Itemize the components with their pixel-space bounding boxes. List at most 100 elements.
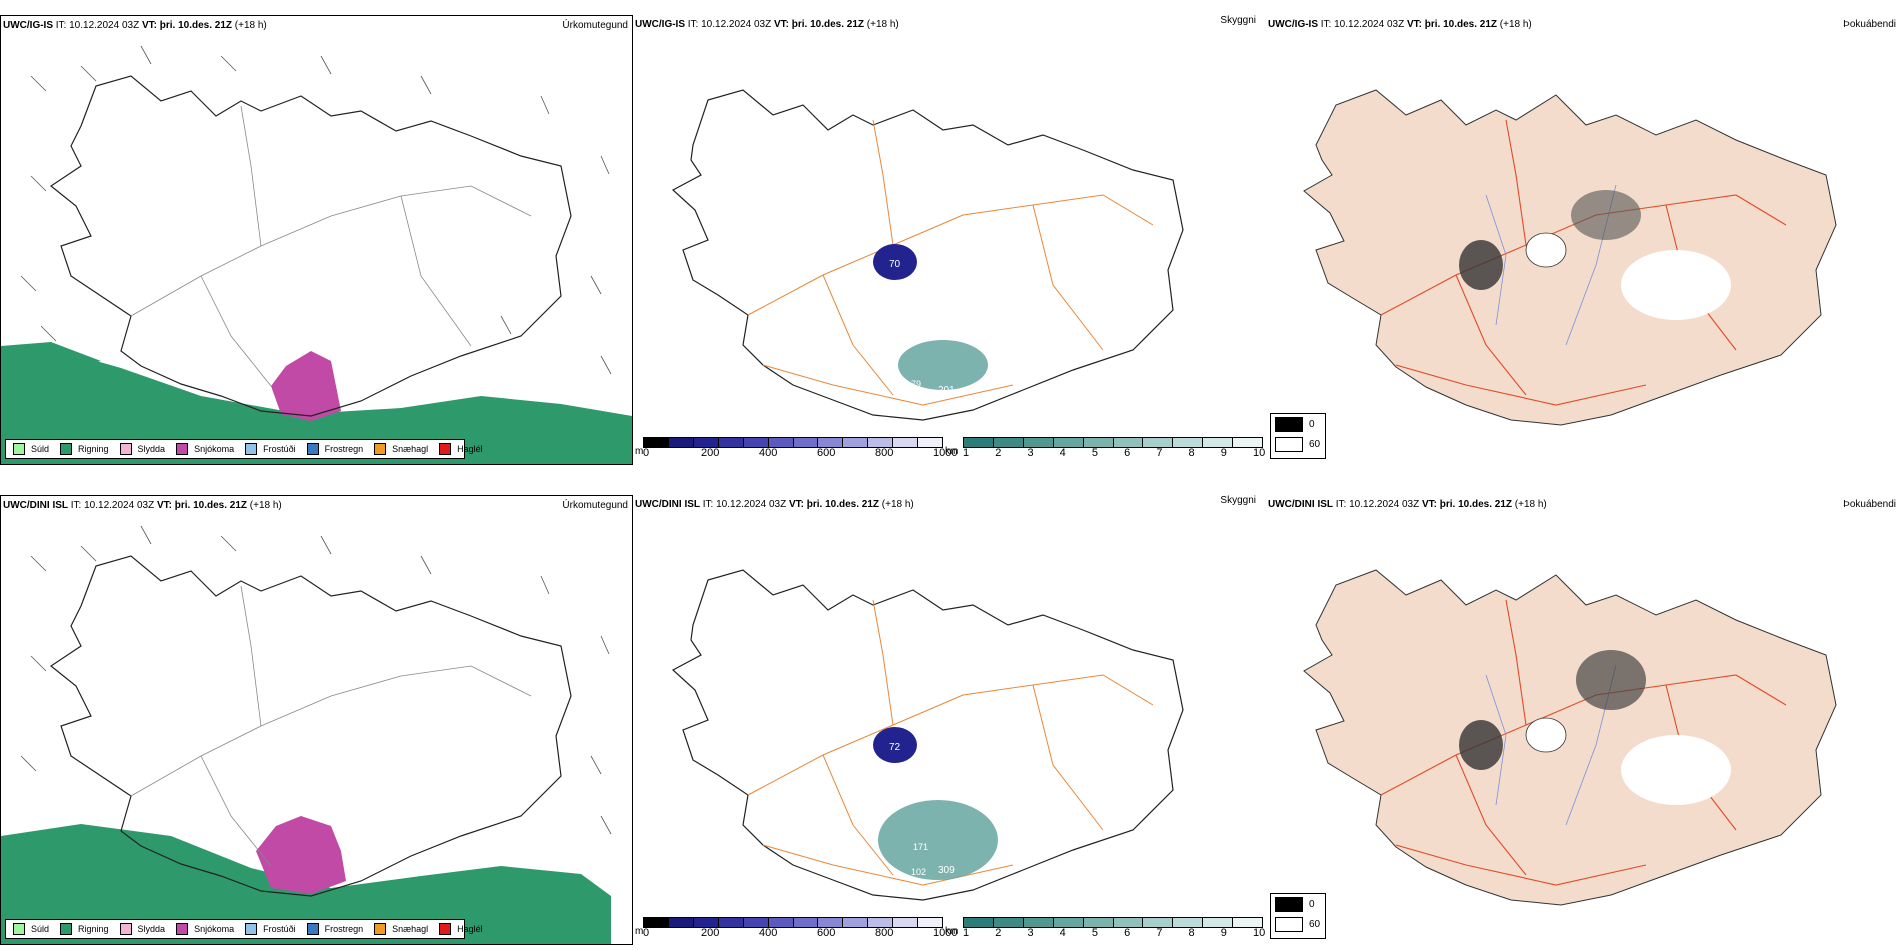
legend-label: Súld [31,924,50,934]
legend-item: Haglél [439,443,483,455]
precip-map [1,525,612,944]
legend-label: Frostregn [324,924,364,934]
colorbar-tick: 3 [1027,927,1034,939]
ceiling-label: 171 [913,842,928,852]
colorbar-segment [818,918,844,927]
vt-value: þri. 10.des. 21Z [806,499,880,510]
colorbar-segment [644,918,669,927]
it-label: IT: [1335,499,1347,510]
legend-item: Slydda [119,443,165,455]
precip-map [1,45,632,464]
colorbar-segment [1053,918,1084,927]
legend-swatch [306,923,319,935]
legend-swatch [119,443,132,455]
glacier-clear [1621,250,1731,320]
glacier-clear [1525,232,1567,268]
colorbar-tick: 3 [1027,447,1034,459]
colorbar-segment [1023,438,1054,447]
colorbar-segment [768,438,794,447]
colorbar-tick: 7 [1156,927,1163,939]
colorbar-tick: 8 [1188,927,1195,939]
legend-label: Snjókoma [194,444,235,454]
lead-time: (+18 h) [881,499,914,510]
ceiling-ticks: 0 200 400 600 800 1000 [643,447,957,461]
colorbar-segment [693,918,719,927]
fog-dense [1459,240,1503,290]
legend-swatch [60,923,73,935]
colorbar-tick: 1 [963,447,970,459]
ceiling-low-area [873,244,917,280]
panel-title: Þokuábendi [1843,19,1896,30]
ceiling-label: 102 [911,867,926,877]
fog-legend-row: 0 [1275,894,1325,914]
colorbar-tick: 8 [1188,447,1195,459]
fog-legend-swatch [1275,436,1303,452]
legend-label: Haglél [457,924,483,934]
it-label: IT: [702,499,714,510]
it-label: IT: [687,19,699,30]
panel-header: UWC/DINI ISL IT: 10.12.2024 03Z VT: þri.… [1268,499,1547,510]
fog-panel: UWC/IG-IS IT: 10.12.2024 03Z VT: þri. 10… [1266,15,1900,465]
colorbar-tick: 6 [1124,927,1131,939]
legend-swatch [176,443,189,455]
iceland-outline [49,75,572,417]
fog-legend-swatch [1275,916,1303,932]
colorbar-segment [1143,918,1174,927]
colorbar-tick: 7 [1156,447,1163,459]
colorbar-tick: 6 [1124,447,1131,459]
legend-item: Snjókoma [176,923,234,935]
vt-label: VT: [1421,499,1437,510]
colorbar-segment [1023,918,1054,927]
visibility-map: 72 309 102 171 [671,569,1184,901]
vt-value: þri. 10.des. 21Z [174,500,248,511]
colorbar-segment [1113,918,1144,927]
visibility-panel: UWC/DINI ISL IT: 10.12.2024 03Z VT: þri.… [633,495,1266,945]
model-name: UWC/IG-IS [635,19,685,30]
colorbar-tick: 10 [1253,927,1266,939]
colorbar-segment [843,918,869,927]
colorbar-tick: 4 [1059,447,1066,459]
vt-label: VT: [141,20,157,31]
legend-item: Snæhagl [374,443,428,455]
fog-legend-label: 0 [1309,898,1315,910]
legend-swatch [439,923,452,935]
legend-label: Súld [31,444,50,454]
it-value: 10.12.2024 03Z [84,500,155,511]
colorbar-segment [964,918,994,927]
legend-swatch [176,923,189,935]
panel-header: UWC/IG-IS IT: 10.12.2024 03Z VT: þri. 10… [635,19,899,30]
legend-item: Súld [13,443,49,455]
ceiling-colorbar [643,437,943,448]
colorbar-segment [793,438,819,447]
colorbar-tick: 9 [1220,927,1227,939]
colorbar-tick: 2 [995,927,1002,939]
legend-label: Rigning [78,924,109,934]
legend-item: Slydda [119,923,166,935]
vt-value: þri. 10.des. 21Z [1439,499,1513,510]
ceiling-label: 201 [938,385,955,396]
colorbar-segment [668,438,694,447]
colorbar-segment [718,918,744,927]
it-value: 10.12.2024 03Z [701,19,772,30]
ceiling-unit: m [635,926,644,937]
lead-time: (+18 h) [1514,499,1547,510]
legend-swatch [374,923,387,935]
colorbar-tick: 9 [1220,447,1227,459]
panel-title: Skyggni [1220,15,1256,26]
colorbar-segment [1143,438,1174,447]
ceiling-unit: m [635,446,644,457]
it-label: IT: [55,20,67,31]
lead-time: (+18 h) [866,19,899,30]
colorbar-segment [1173,918,1204,927]
road-network [747,119,1154,406]
colorbar-tick: 10 [1253,447,1266,459]
colorbar-tick: 1000 [933,447,958,459]
visibility-area [878,800,998,880]
legend-label: Snæhagl [392,924,429,934]
iceland-fill [1303,569,1837,906]
legend-label: Snjókoma [194,924,235,934]
panel-header: UWC/IG-IS IT: 10.12.2024 03Z VT: þri. 10… [1268,19,1532,30]
legend-label: Slydda [137,924,166,934]
colorbar-segment [793,918,819,927]
legend-item: Frostregn [306,923,364,935]
